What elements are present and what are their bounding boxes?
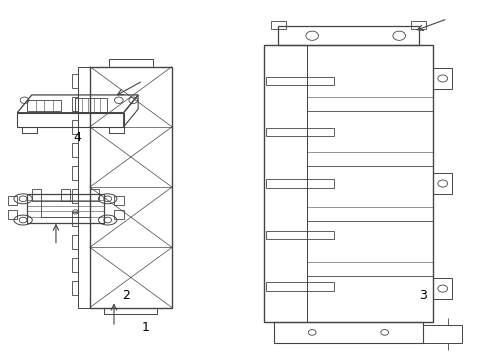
Bar xyxy=(114,210,123,219)
Bar xyxy=(264,45,307,322)
Bar xyxy=(72,258,78,272)
Bar xyxy=(72,212,78,226)
Bar xyxy=(27,194,104,222)
Bar xyxy=(278,26,418,45)
Bar xyxy=(72,120,78,134)
Bar xyxy=(90,67,172,307)
Text: 2: 2 xyxy=(122,289,130,302)
Bar xyxy=(22,127,37,133)
Bar xyxy=(72,281,78,295)
Bar xyxy=(8,210,17,219)
Bar xyxy=(78,67,90,307)
Bar xyxy=(410,21,425,30)
Bar xyxy=(72,235,78,249)
Bar xyxy=(270,21,285,30)
Bar xyxy=(75,99,106,112)
Bar xyxy=(8,196,17,205)
Bar xyxy=(273,322,423,343)
Text: 4: 4 xyxy=(74,131,81,144)
Bar xyxy=(72,189,78,203)
Bar xyxy=(109,127,123,133)
Bar xyxy=(72,166,78,180)
Bar xyxy=(72,97,78,111)
Bar xyxy=(72,74,78,88)
Bar xyxy=(264,45,432,322)
Bar xyxy=(72,143,78,157)
Bar xyxy=(109,127,123,133)
Bar xyxy=(109,59,152,67)
Text: 3: 3 xyxy=(419,289,427,302)
Bar xyxy=(104,307,157,314)
Bar xyxy=(41,201,90,217)
Bar xyxy=(114,196,123,205)
Text: 1: 1 xyxy=(141,321,149,334)
Bar xyxy=(27,100,61,111)
Bar xyxy=(22,127,37,133)
